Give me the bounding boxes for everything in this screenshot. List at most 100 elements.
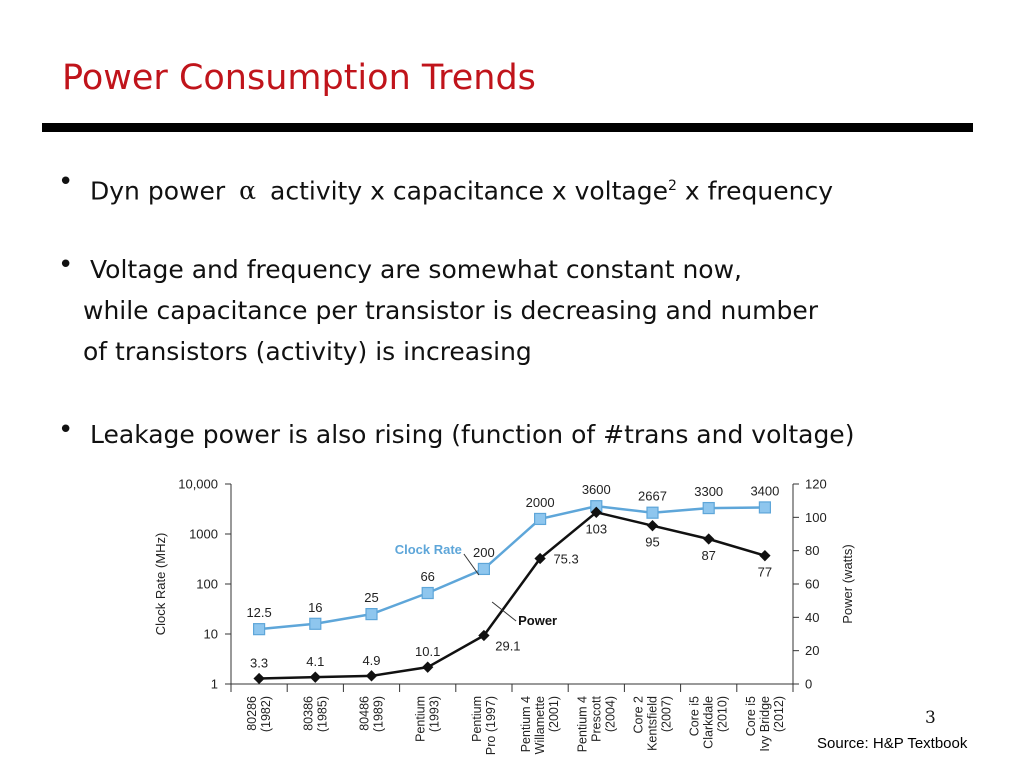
clock-rate-point	[421, 586, 434, 600]
clock-rate-series-label: Clock Rate	[395, 542, 462, 557]
clock-rate-callout-line	[463, 553, 480, 576]
clock-rate-data-label: 2000	[526, 495, 555, 510]
x-axis-category-label: Ivy Bridge	[758, 696, 772, 752]
clock-rate-data-label: 2667	[638, 489, 667, 504]
power-data-label: 10.1	[415, 644, 440, 659]
right-axis-tick-label: 20	[805, 643, 819, 658]
clock-rate-point	[252, 623, 266, 636]
clock-rate-data-label: 66	[420, 569, 434, 584]
clock-rate-data-label: 3300	[694, 484, 723, 499]
x-axis-category-label: (1985)	[315, 696, 329, 732]
x-axis-category-label: Clarkdale	[702, 696, 716, 749]
bullet-dot-icon: •	[58, 250, 74, 280]
power-data-label: 87	[701, 548, 715, 563]
clock-rate-data-label: 16	[308, 600, 322, 615]
clock-rate-point	[702, 501, 715, 515]
clock-rate-point	[309, 617, 322, 630]
right-axis-tick-label: 120	[805, 477, 827, 492]
power-point	[478, 629, 490, 642]
x-axis-category-label: Pentium	[470, 696, 484, 742]
right-axis-tick-label: 40	[805, 610, 819, 625]
x-axis-category-label: Core i5	[744, 696, 758, 736]
x-axis-category-label: 80386	[301, 696, 315, 731]
left-axis-tick-label: 10,000	[178, 477, 218, 492]
power-callout-line	[491, 601, 517, 622]
clock-rate-data-label: 12.5	[246, 605, 271, 620]
x-axis-category-label: Kentsfield	[646, 696, 660, 751]
bullet-text: Leakage power is also rising (function o…	[90, 420, 855, 449]
power-point	[422, 661, 434, 673]
x-axis-category-label: Pentium	[414, 696, 428, 742]
power-data-label: 103	[585, 521, 607, 536]
x-axis-category-label: Pentium 4	[519, 696, 533, 752]
title-divider	[42, 123, 973, 132]
bullet-dynamic-power: • Dyn power α activity x capacitance x vol…	[58, 166, 833, 211]
x-axis-category-label: 80286	[245, 696, 259, 731]
proportional-symbol: α	[239, 176, 256, 206]
left-axis-tick-label: 100	[196, 577, 218, 592]
page-number: 3	[925, 708, 936, 728]
bullet-text: Dyn power α activity x capacitance x volta…	[90, 176, 833, 206]
x-axis-category-label: Core i5	[688, 696, 702, 736]
power-data-label: 77	[758, 565, 772, 580]
power-point	[309, 671, 321, 683]
power-point	[759, 550, 771, 562]
power-point	[703, 533, 715, 545]
x-axis-category-label: (2004)	[603, 696, 617, 732]
x-axis-category-label: 80486	[358, 696, 372, 731]
power-data-label: 4.9	[362, 653, 380, 668]
power-point	[365, 670, 378, 682]
power-data-label: 95	[645, 535, 659, 550]
x-axis-category-label: Prescott	[589, 695, 603, 741]
left-axis-title: Clock Rate (MHz)	[153, 533, 168, 636]
power-data-label: 75.3	[553, 552, 578, 567]
power-point	[253, 672, 265, 685]
bullet-line: while capacitance per transistor is decr…	[83, 296, 819, 325]
power-series-label: Power	[518, 613, 557, 628]
x-axis-category-label: (1982)	[259, 696, 273, 732]
source-caption: Source: H&P Textbook	[817, 735, 968, 752]
bullet-dot-icon: •	[58, 415, 74, 445]
slide-title: Power Consumption Trends	[62, 58, 536, 98]
clock-rate-data-label: 200	[473, 545, 495, 560]
bullet-leakage-power: • Leakage power is also rising (function…	[58, 414, 854, 455]
power-data-label: 3.3	[250, 656, 268, 671]
right-axis-tick-label: 100	[805, 510, 827, 525]
bullet-voltage-frequency: • Voltage and frequency are somewhat con…	[58, 249, 818, 372]
x-axis-category-label: (2001)	[547, 696, 561, 732]
left-axis-tick-label: 10	[204, 627, 218, 642]
left-axis-tick-label: 1	[211, 677, 218, 692]
clock-rate-point	[758, 501, 772, 514]
power-point	[534, 552, 546, 565]
x-axis-category-label: (1993)	[428, 696, 442, 732]
power-data-label: 4.1	[306, 654, 324, 669]
x-axis-category-label: (2010)	[716, 696, 730, 732]
clock-rate-data-label: 3600	[582, 482, 611, 497]
left-axis-tick-label: 1000	[189, 527, 218, 542]
x-axis-category-label: Willamette	[533, 696, 547, 754]
clock-rate-data-label: 25	[364, 590, 378, 605]
x-axis-category-label: (2007)	[660, 696, 674, 732]
x-axis-category-label: Core 2	[632, 696, 646, 734]
power-point	[590, 506, 602, 518]
right-axis-tick-label: 80	[805, 543, 819, 558]
x-axis-category-label: Pentium 4	[575, 696, 589, 752]
clock-rate-line	[258, 504, 765, 631]
bullet-line: of transistors (activity) is increasing	[83, 337, 532, 366]
clock-rate-point	[534, 512, 547, 526]
right-axis-title: Power (watts)	[840, 544, 855, 623]
clock-rate-point	[365, 608, 378, 621]
x-axis-category-label: (2012)	[772, 696, 786, 732]
power-clock-chart: 1 10 100 1000 10,000 0 20 40 60 80 100 120 Clock Rat…	[153, 477, 855, 756]
clock-rate-point	[646, 506, 659, 519]
clock-rate-point	[477, 562, 490, 576]
right-axis-tick-label: 0	[805, 677, 812, 692]
right-axis-tick-label: 60	[805, 577, 819, 592]
power-data-label: 29.1	[495, 639, 520, 654]
bullet-dot-icon: •	[58, 167, 74, 197]
x-axis-category-label: (1989)	[372, 696, 386, 732]
x-axis-category-label: Pro (1997)	[484, 696, 498, 755]
power-line	[259, 510, 766, 680]
power-point	[646, 520, 659, 532]
bullet-line: Voltage and frequency are somewhat const…	[90, 255, 742, 284]
